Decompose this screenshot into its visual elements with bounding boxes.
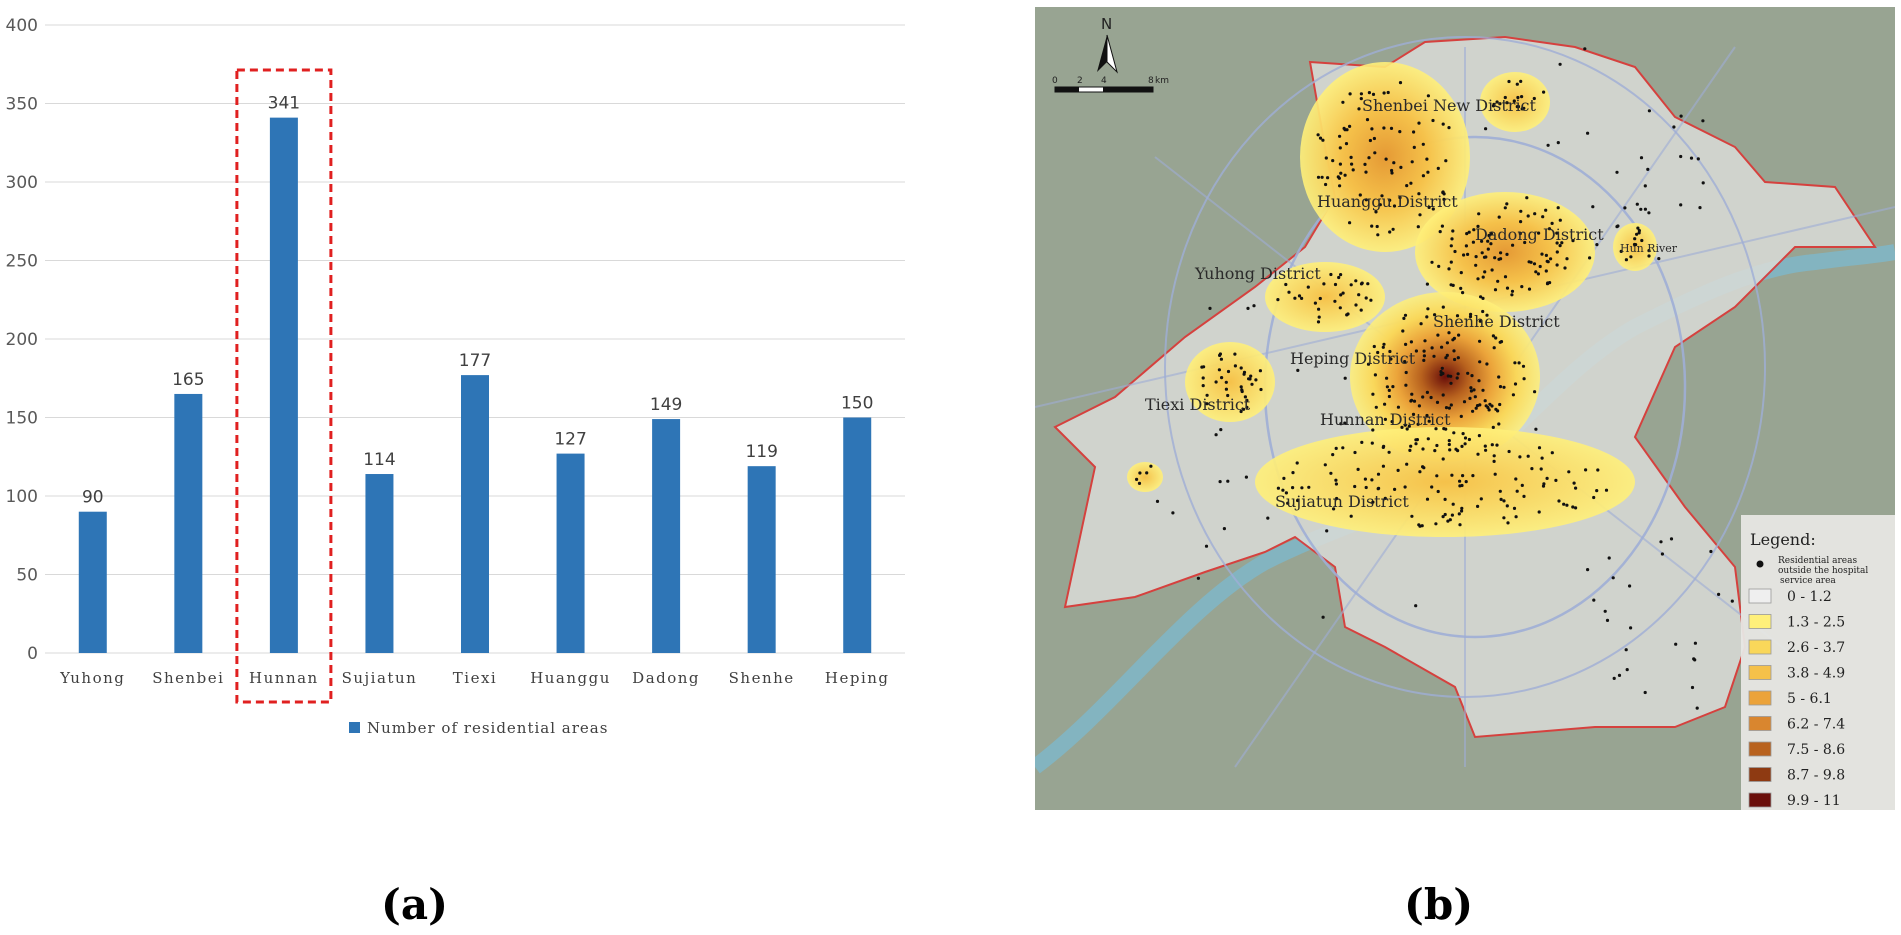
y-tick-label: 400	[6, 16, 38, 36]
legend-class-label: 1.3 - 2.5	[1787, 615, 1845, 631]
hotspot-tiexi	[1185, 342, 1275, 422]
y-tick-label: 50	[16, 566, 38, 586]
svg-text:2: 2	[1077, 76, 1083, 86]
bar-value-label: 114	[363, 450, 395, 470]
y-tick-label: 100	[6, 487, 38, 507]
y-tick-label: 200	[6, 330, 38, 350]
legend-label: Number of residential areas	[367, 719, 608, 737]
hotspot-shenhe	[1350, 292, 1540, 462]
district-label-shenbei: Shenbei New District	[1362, 96, 1537, 115]
legend-class-swatch	[1748, 614, 1772, 629]
bar-huanggu	[556, 453, 585, 653]
map-legend: Legend: Residential areas outside the ho…	[1741, 515, 1895, 810]
legend-class-label: 7.5 - 8.6	[1787, 742, 1845, 758]
x-tick-label: Sujiatun	[342, 669, 418, 687]
legend-class-swatch	[1748, 690, 1772, 706]
map-legend-title: Legend:	[1750, 530, 1816, 549]
bar-value-label: 165	[172, 370, 204, 390]
legend-class-label: 0 - 1.2	[1787, 589, 1832, 605]
bar-tiexi	[461, 375, 489, 653]
svg-text:outside the hospital: outside the hospital	[1778, 566, 1868, 576]
y-tick-label: 250	[6, 252, 38, 272]
bar-value-labels: 90 165 341 114 177 127 149 119 150	[82, 94, 873, 508]
legend: Number of residential areas	[349, 719, 608, 737]
legend-class-label: 5 - 6.1	[1787, 691, 1832, 707]
x-tick-label: Yuhong	[59, 669, 125, 687]
x-tick-label: Shenhe	[729, 669, 795, 687]
scale-bar: 0 2 4 8 km	[1052, 76, 1169, 93]
district-label-huanggu: Huanggu District	[1317, 192, 1458, 211]
legend-class-label: 6.2 - 7.4	[1787, 717, 1845, 733]
svg-text:8: 8	[1148, 76, 1154, 86]
svg-text:Residential areas: Residential areas	[1778, 556, 1857, 566]
x-axis-ticks: Yuhong Shenbei Hunnan Sujiatun Tiexi Huanggu D…	[59, 669, 890, 687]
bar-yuhong	[78, 511, 107, 653]
legend-class-swatch	[1748, 741, 1772, 757]
district-label-dadong: Dadong District	[1475, 225, 1604, 244]
bar-value-label: 177	[459, 351, 491, 371]
hotspot-shenbei	[1300, 62, 1470, 252]
x-tick-label: Tiexi	[453, 669, 497, 687]
bar-sujiatun	[365, 474, 394, 653]
bar-hunnan	[269, 117, 298, 653]
bar-value-label: 119	[745, 442, 777, 462]
district-label-hunnan: Hunnan District	[1320, 410, 1451, 429]
x-tick-label: Huanggu	[530, 669, 611, 687]
legend-class-swatch	[1748, 665, 1772, 680]
bar-value-label: 341	[268, 94, 300, 114]
point-symbol	[1756, 560, 1764, 568]
bar-value-label: 150	[841, 394, 873, 414]
bar-value-label: 127	[554, 430, 586, 450]
svg-text:service area: service area	[1780, 576, 1836, 586]
legend-class-swatch	[1748, 716, 1772, 731]
legend-class-swatch	[1748, 792, 1772, 808]
svg-text:km: km	[1155, 76, 1169, 86]
legend-class-label: 9.9 - 11	[1787, 793, 1841, 809]
bar-dadong	[652, 419, 681, 653]
x-tick-label: Dadong	[632, 669, 700, 687]
svg-text:N: N	[1101, 15, 1112, 33]
svg-text:0: 0	[1052, 76, 1058, 86]
y-tick-label: 350	[6, 95, 38, 115]
district-label-shenhe: Shenhe District	[1433, 312, 1560, 331]
river-label: Hun River	[1620, 242, 1678, 255]
legend-class-label: 2.6 - 3.7	[1787, 640, 1845, 656]
north-arrow-icon: N	[1097, 15, 1118, 74]
bar-shenbei	[174, 393, 203, 653]
hotspot-hunnan	[1255, 427, 1635, 537]
panel-label-b: (b)	[1404, 880, 1474, 929]
x-tick-label: Hunnan	[249, 669, 319, 687]
y-axis-ticks: 0 50 100 150 200 250 300 350 400	[6, 16, 38, 664]
y-tick-label: 0	[27, 644, 38, 664]
highlight-box	[235, 68, 333, 704]
bar-heping	[843, 417, 872, 653]
district-label-tiexi: Tiexi District	[1145, 395, 1251, 414]
bar-value-label: 149	[650, 395, 682, 415]
bar-shenhe	[747, 466, 776, 653]
y-tick-label: 150	[6, 409, 38, 429]
district-label-yuhong: Yuhong District	[1194, 264, 1321, 283]
x-tick-label: Heping	[825, 669, 890, 687]
legend-class-swatch	[1748, 767, 1772, 782]
x-tick-label: Shenbei	[152, 669, 224, 687]
svg-text:4: 4	[1101, 76, 1107, 86]
legend-class-swatch	[1748, 588, 1772, 604]
bar-value-label: 90	[82, 488, 104, 508]
y-tick-label: 300	[6, 173, 38, 193]
residential-points	[1135, 47, 1734, 710]
heat-map: Shenbei New District Huanggu District Da…	[1035, 7, 1895, 810]
bars	[78, 117, 872, 653]
panel-label-a: (a)	[381, 880, 448, 929]
legend-swatch	[349, 722, 360, 733]
legend-class-swatch	[1748, 639, 1772, 655]
legend-class-label: 8.7 - 9.8	[1787, 768, 1845, 784]
district-label-heping: Heping District	[1290, 349, 1416, 368]
legend-class-label: 3.8 - 4.9	[1787, 666, 1845, 682]
district-label-sujiatun: Sujiatun District	[1275, 492, 1409, 511]
